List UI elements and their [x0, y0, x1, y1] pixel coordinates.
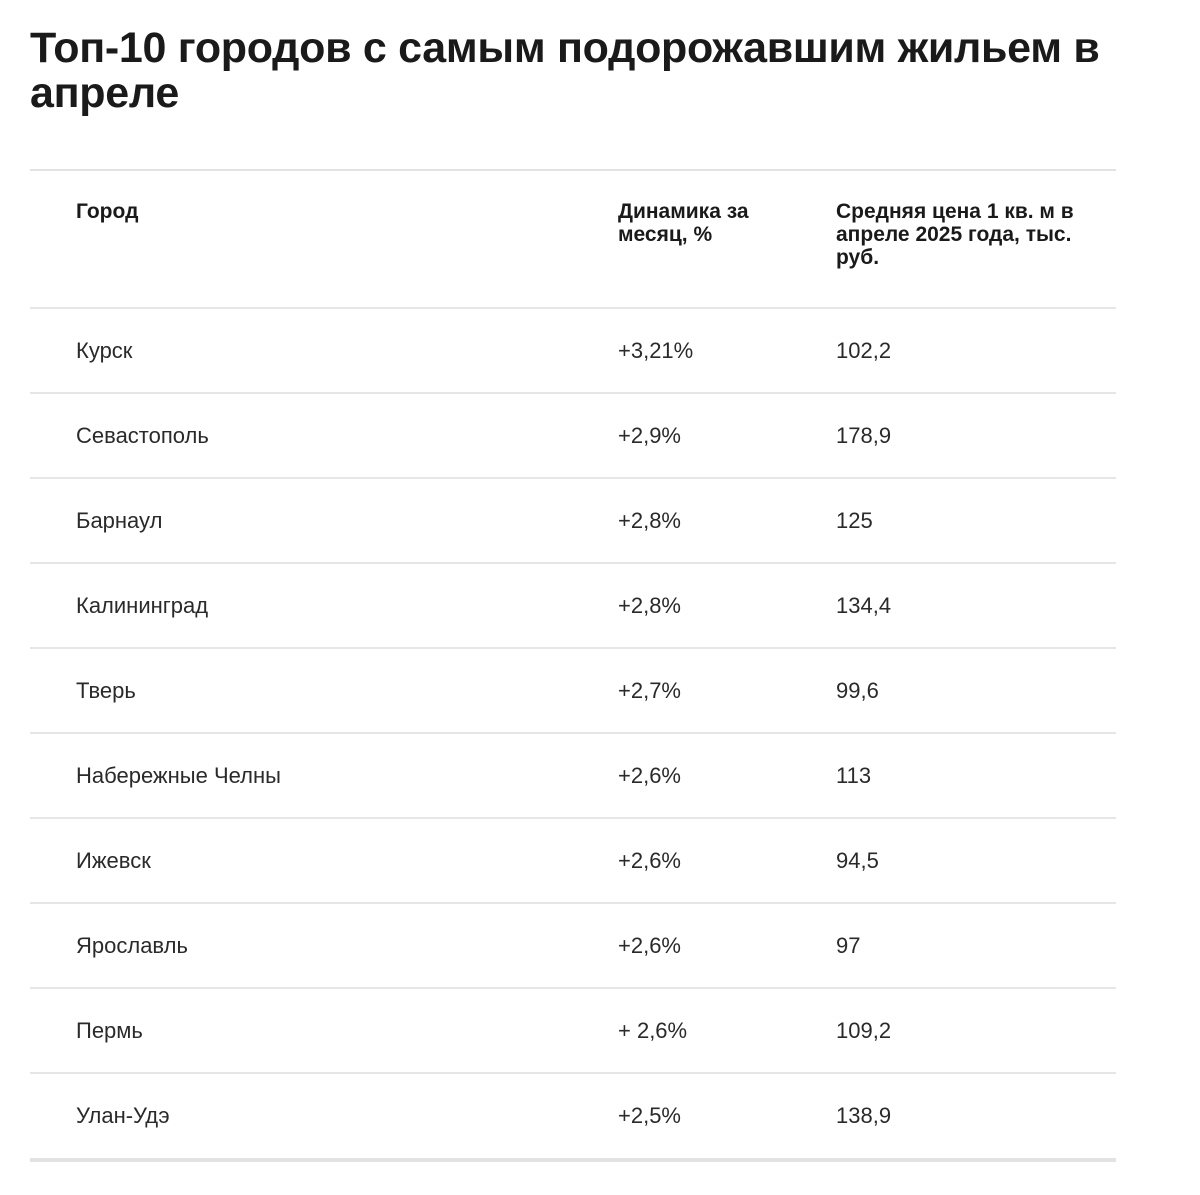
price-cell: 99,6	[836, 678, 879, 703]
price-cell: 109,2	[836, 1018, 892, 1043]
city-cell: Барнаул	[76, 508, 163, 533]
city-cell: Набережные Челны	[76, 763, 281, 788]
change-cell: + 2,6%	[618, 1018, 688, 1043]
change-cell: +2,7%	[618, 678, 681, 703]
city-cell: Пермь	[76, 1018, 143, 1043]
city-cell: Калининград	[76, 593, 209, 618]
price-cell: 134,4	[836, 593, 892, 618]
change-cell: +3,21%	[618, 338, 694, 363]
city-cell: Севастополь	[76, 423, 209, 448]
city-cell: Курск	[76, 338, 133, 363]
table-row: Набережные Челны +2,6% 113	[30, 734, 1116, 819]
table-row: Курск +3,21% 102,2	[30, 309, 1116, 394]
change-cell: +2,6%	[618, 933, 681, 958]
city-cell: Ярославль	[76, 933, 188, 958]
price-cell: 113	[836, 763, 872, 788]
header-change: Динамика за месяц, %	[618, 200, 749, 246]
table-row: Улан-Удэ +2,5% 138,9	[30, 1074, 1116, 1158]
price-cell: 97	[836, 933, 861, 958]
price-cell: 102,2	[836, 338, 892, 363]
change-cell: +2,5%	[618, 1103, 681, 1128]
header-price: Средняя цена 1 кв. м в апреле 2025 года,…	[836, 200, 1074, 269]
city-cell: Тверь	[76, 678, 136, 703]
table-header: Город Динамика за месяц, % Средняя цена …	[30, 171, 1116, 309]
price-cell: 178,9	[836, 423, 892, 448]
table-row: Калининград +2,8% 134,4	[30, 564, 1116, 649]
price-cell: 94,5	[836, 848, 879, 873]
change-cell: +2,6%	[618, 848, 681, 873]
price-cell: 125	[836, 508, 873, 533]
table-row: Пермь + 2,6% 109,2	[30, 989, 1116, 1074]
table-row: Севастополь +2,9% 178,9	[30, 394, 1116, 479]
table-row: Барнаул +2,8% 125	[30, 479, 1116, 564]
change-cell: +2,8%	[618, 593, 681, 618]
table-row: Ярославль +2,6% 97	[30, 904, 1116, 989]
change-cell: +2,8%	[618, 508, 681, 533]
page-title: Топ-10 городов с самым подорожавшим жиль…	[30, 24, 1100, 117]
change-cell: +2,6%	[618, 763, 681, 788]
city-cell: Ижевск	[76, 848, 151, 873]
header-city: Город	[76, 200, 139, 223]
city-cell: Улан-Удэ	[76, 1103, 170, 1128]
table-row: Ижевск +2,6% 94,5	[30, 819, 1116, 904]
table-row: Тверь +2,7% 99,6	[30, 649, 1116, 734]
data-table: Город Динамика за месяц, % Средняя цена …	[30, 169, 1116, 1162]
price-cell: 138,9	[836, 1103, 892, 1128]
change-cell: +2,9%	[618, 423, 681, 448]
